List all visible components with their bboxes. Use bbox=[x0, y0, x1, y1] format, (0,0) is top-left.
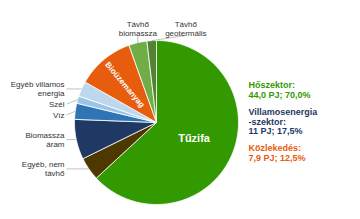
svg-text:Közlekedés:7,9 PJ; 12,5%: Közlekedés:7,9 PJ; 12,5% bbox=[249, 143, 306, 163]
svg-text:Távhőbiomassza: Távhőbiomassza bbox=[119, 20, 158, 38]
svg-text:Biomasszaáram: Biomasszaáram bbox=[25, 131, 65, 149]
svg-text:Egyéb, nemtávhő: Egyéb, nemtávhő bbox=[22, 160, 65, 178]
svg-text:Hőszektor:44,0 PJ; 70,0%: Hőszektor:44,0 PJ; 70,0% bbox=[249, 80, 311, 100]
svg-text:Bioüzemanyag: Bioüzemanyag bbox=[103, 60, 146, 109]
svg-text:Egyéb villamosenergia: Egyéb villamosenergia bbox=[11, 80, 65, 98]
svg-text:Villamosenergia-szektor:11 PJ;: Villamosenergia-szektor:11 PJ; 17,5% bbox=[249, 107, 319, 137]
svg-text:Víz: Víz bbox=[53, 111, 65, 120]
svg-text:Távhőgeotermális: Távhőgeotermális bbox=[165, 20, 206, 38]
svg-text:Szél: Szél bbox=[49, 100, 65, 109]
svg-text:Tűzifa: Tűzifa bbox=[178, 132, 211, 144]
